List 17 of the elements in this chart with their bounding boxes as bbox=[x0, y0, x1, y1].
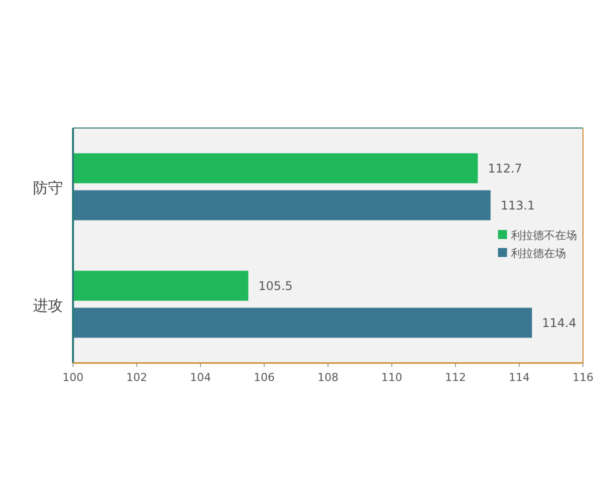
data-label: 114.4 bbox=[542, 316, 576, 330]
y-tick-label: 进攻 bbox=[33, 296, 63, 314]
data-label: 105.5 bbox=[258, 278, 293, 293]
y-tick-label: 防守 bbox=[33, 178, 63, 197]
x-tick-label: 110 bbox=[381, 371, 402, 384]
x-tick-label: 108 bbox=[318, 371, 338, 384]
x-tick-label: 102 bbox=[126, 371, 148, 384]
x-tick-label: 104 bbox=[190, 371, 211, 384]
data-label: 112.7 bbox=[488, 161, 522, 176]
x-tick-label: 100 bbox=[62, 371, 84, 384]
legend-label: 利拉德在场 bbox=[511, 247, 566, 260]
x-tick-label: 116 bbox=[572, 371, 594, 384]
legend-label: 利拉德不在场 bbox=[511, 229, 577, 242]
x-tick-label: 114 bbox=[508, 371, 530, 384]
data-label: 113.1 bbox=[500, 198, 535, 212]
x-tick-label: 106 bbox=[254, 371, 275, 384]
x-tick-label: 112 bbox=[445, 371, 466, 384]
